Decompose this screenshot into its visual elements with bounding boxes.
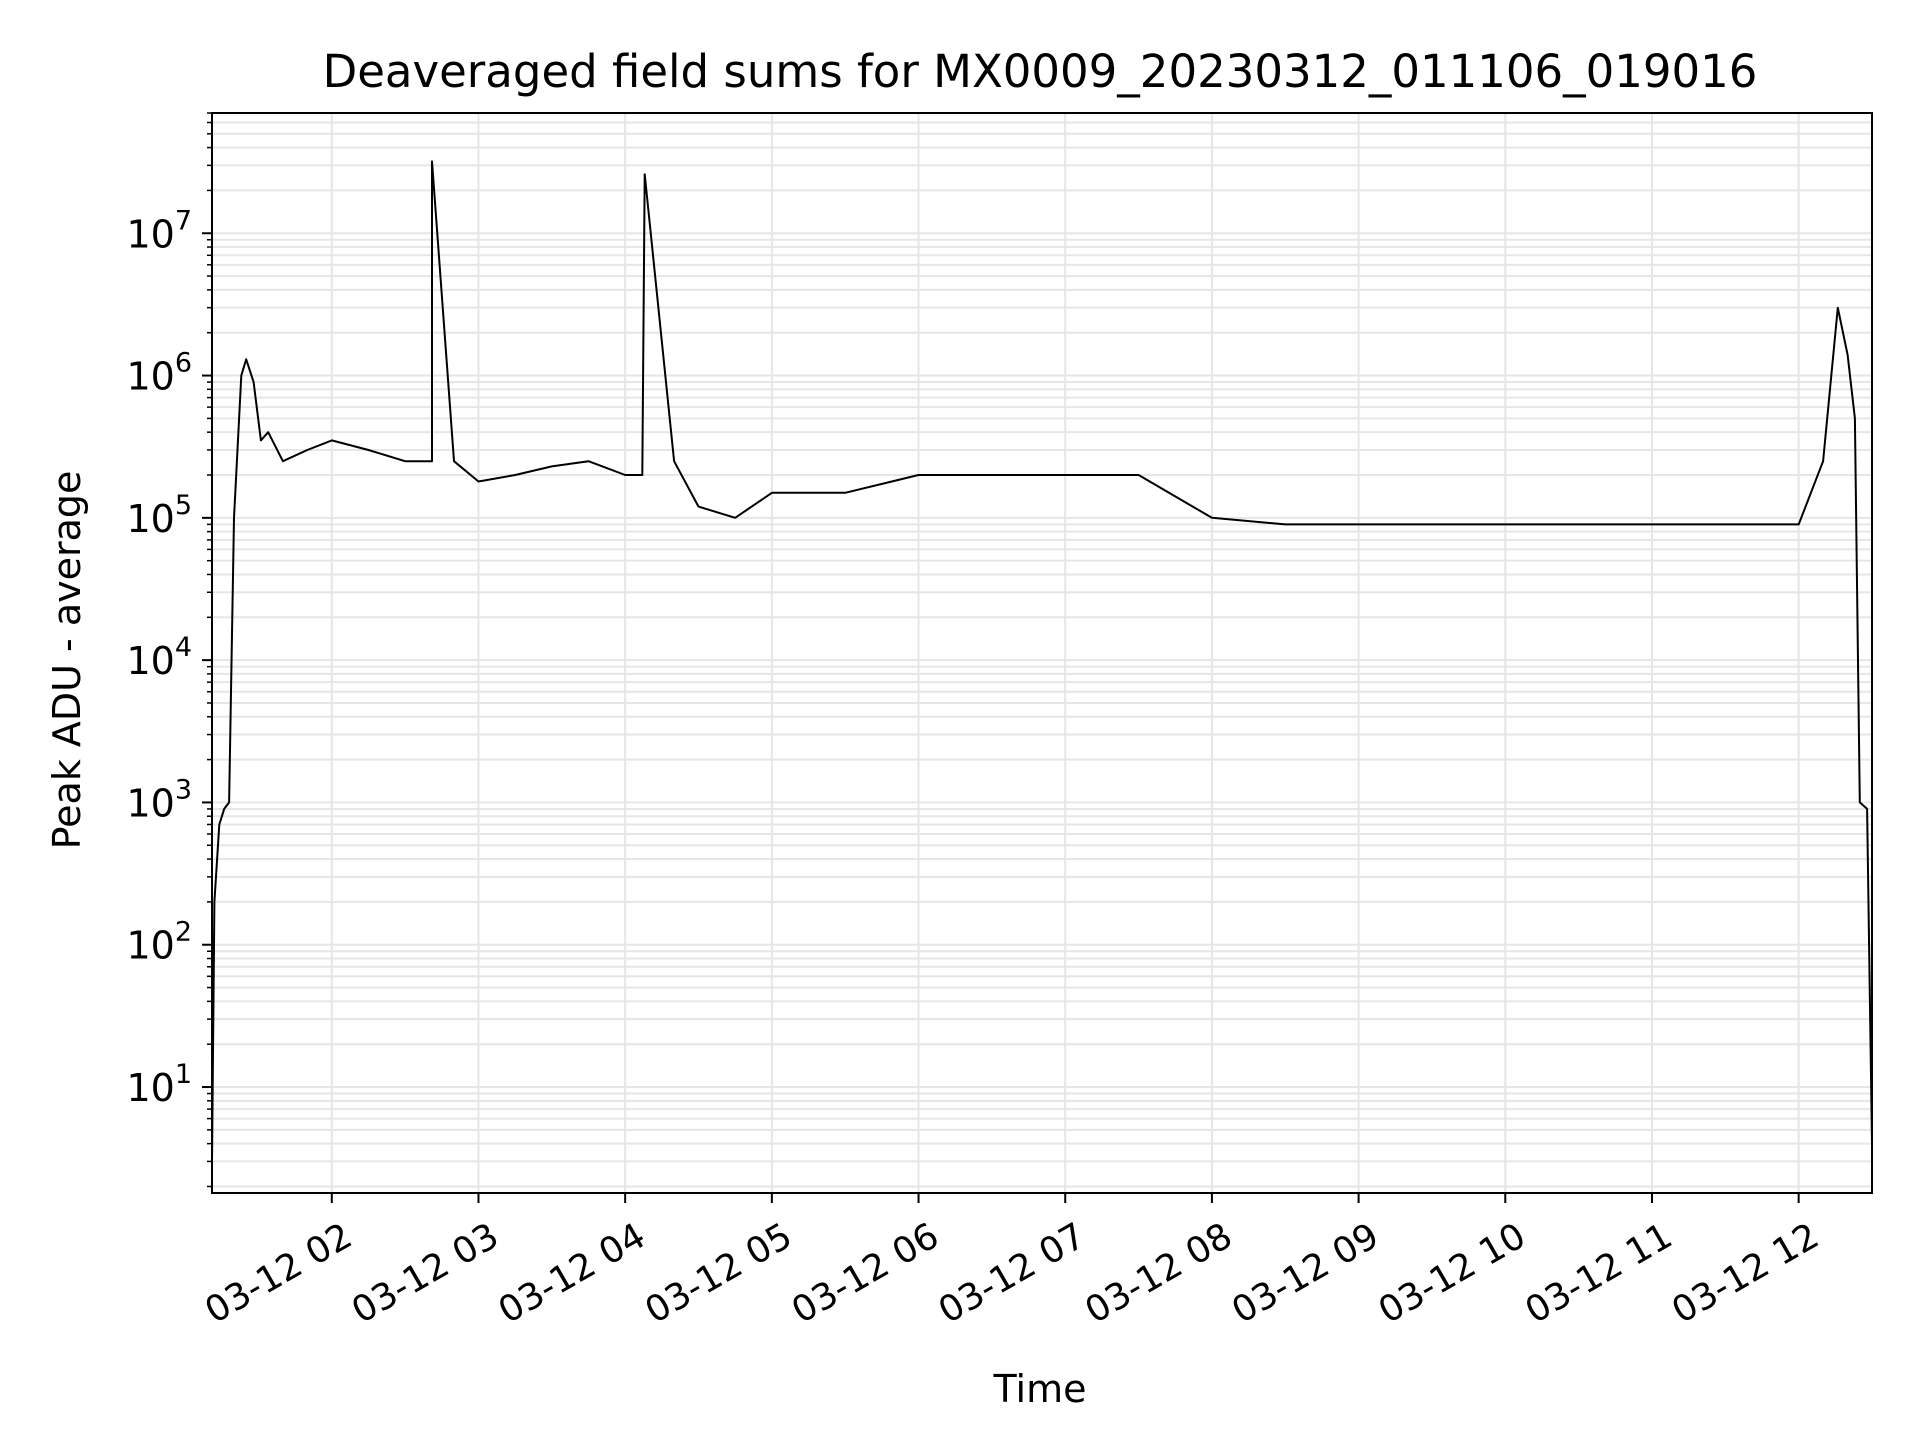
y-tick-label: 106 [126, 348, 192, 399]
y-tick-label: 105 [126, 490, 192, 541]
x-tick-label: 03-12 03 [345, 1215, 506, 1331]
x-tick-label: 03-12 06 [785, 1215, 946, 1331]
x-tick-label: 03-12 08 [1079, 1215, 1240, 1331]
x-tick-label: 03-12 10 [1372, 1215, 1533, 1331]
x-tick-label: 03-12 07 [932, 1215, 1093, 1331]
data-layer [211, 160, 1873, 1162]
grid-layer [212, 112, 1872, 1193]
plot-frame [211, 112, 1873, 1194]
x-tick-label: 03-12 09 [1225, 1215, 1386, 1331]
y-axis-label: Peak ADU - average [45, 471, 89, 850]
x-axis-label: Time [993, 1367, 1087, 1411]
y-tick-label: 104 [126, 632, 192, 683]
x-tick-label: 03-12 04 [492, 1215, 653, 1331]
x-tick-label: 03-12 05 [638, 1215, 799, 1331]
y-tick-label: 102 [126, 917, 192, 968]
chart-title: Deaveraged field sums for MX0009_2023031… [323, 45, 1758, 98]
x-tick-label: 03-12 11 [1519, 1215, 1680, 1331]
x-tick-label: 03-12 02 [198, 1215, 359, 1331]
x-tick-label: 03-12 12 [1665, 1215, 1826, 1331]
series-line [211, 160, 1873, 1162]
y-tick-label: 107 [126, 205, 192, 256]
y-tick-label: 103 [126, 774, 192, 825]
y-tick-label: 101 [126, 1059, 192, 1110]
